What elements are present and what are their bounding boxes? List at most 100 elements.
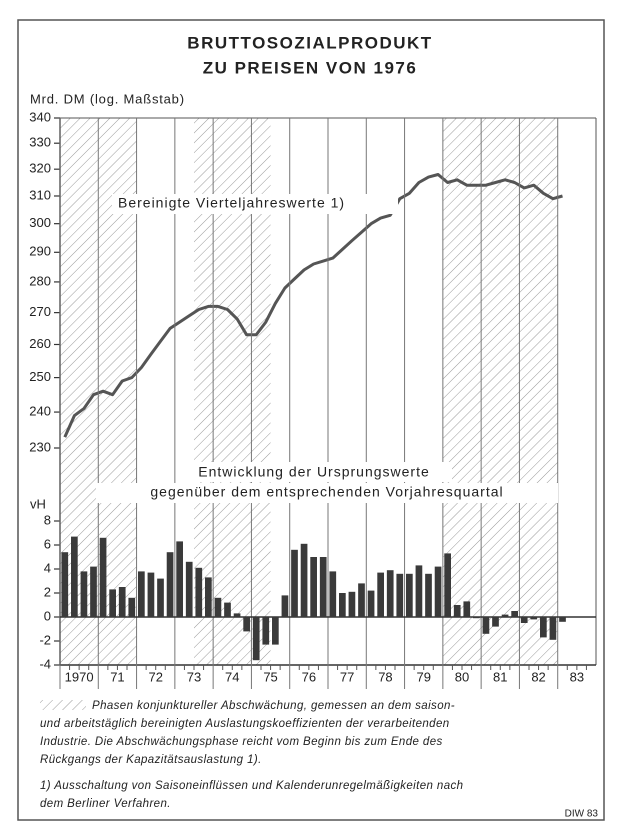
bar [540,617,547,638]
y-axis-label: Mrd. DM (log. Maßstab) [30,91,185,106]
bar [80,571,88,617]
annotation: Bereinigte Vierteljahreswerte 1) [118,195,345,211]
bar [520,617,528,623]
bar [425,573,432,617]
y-tick-label: 330 [29,135,51,150]
bar [482,617,490,634]
x-tick-label: 75 [263,669,277,684]
bar [396,573,404,617]
x-tick-label: 73 [187,669,201,684]
bar [147,572,155,617]
x-tick-label: 74 [225,669,239,684]
footnote: dem Berliner Verfahren. [40,798,171,810]
y-tick-label: 240 [29,404,51,419]
bar [71,536,78,617]
y-tick-label: 320 [29,161,51,176]
chart-title: BRUTTOSOZIALPRODUKT [187,33,432,52]
x-tick-label: 77 [340,669,354,684]
bar [166,552,174,617]
y-tick-label: 290 [29,244,51,259]
source: DIW 83 [565,809,599,820]
bar [406,573,413,617]
bar [463,601,471,617]
y-tick-label: -2 [39,632,51,647]
data-line [63,173,563,438]
bar [300,543,308,617]
bar [559,617,566,622]
bar [492,617,499,627]
bar [319,557,327,617]
bar [262,617,270,645]
bar [444,553,451,617]
x-tick-label: 79 [416,669,430,684]
y-tick-label: 2 [44,584,51,599]
label-bg [96,483,558,503]
bar [157,578,164,617]
bar [453,605,461,617]
label-bg [112,194,398,214]
bar [109,589,116,617]
bar [195,567,203,617]
bar [358,583,365,617]
chart-title: ZU PREISEN VON 1976 [203,58,418,77]
x-tick-label: 76 [302,669,316,684]
bar [99,537,107,617]
bar [233,613,241,617]
bar [61,552,69,617]
note: Rückgangs der Kapazitätsauslastung 1). [40,754,262,766]
bar [367,590,375,617]
bar [291,549,298,617]
bar [511,611,518,617]
bar [243,617,250,632]
y-tick-label: -4 [39,656,51,671]
bar [281,595,289,617]
x-tick-label: 1970 [65,669,94,684]
bar [434,566,442,617]
bar [339,593,346,617]
bar [128,597,136,617]
footnote: 1) Ausschaltung von Saisoneinflüssen und… [40,780,463,792]
bar [205,577,212,617]
x-tick-label: 82 [531,669,545,684]
bar [90,566,97,617]
bar [185,561,193,617]
bar [501,614,509,617]
bar [214,597,222,617]
shaded-period [442,118,558,665]
bar [377,572,384,617]
x-tick-label: 83 [570,669,584,684]
bar [415,565,423,617]
x-tick-label: 71 [110,669,124,684]
bar [224,602,231,617]
bar [348,591,356,617]
bar [530,617,538,620]
label-bg [176,462,452,482]
x-tick-label: 78 [378,669,392,684]
bar [252,617,260,661]
legend-swatch [40,700,86,710]
bar [272,617,279,645]
y-tick-label: 300 [29,215,51,230]
bar [118,587,126,617]
frame [17,19,605,821]
y-axis-label: vH [30,496,46,511]
bar [138,571,145,617]
y-tick-label: 6 [44,536,51,551]
y-tick-label: 340 [29,109,51,124]
x-tick-label: 81 [493,669,507,684]
annotation: Entwicklung der Ursprungswerte [198,464,430,480]
note: und arbeitstäglich bereinigten Auslastun… [40,718,450,730]
y-tick-label: 310 [29,187,51,202]
y-tick-label: 230 [29,439,51,454]
bar [176,541,183,617]
y-tick-label: 8 [44,512,51,527]
bar [329,571,337,617]
y-tick-label: 280 [29,273,51,288]
bar [473,617,480,619]
y-tick-label: 0 [44,608,51,623]
bar [549,617,557,640]
x-tick-label: 80 [455,669,469,684]
y-tick-label: 4 [44,560,51,575]
y-tick-label: 270 [29,304,51,319]
